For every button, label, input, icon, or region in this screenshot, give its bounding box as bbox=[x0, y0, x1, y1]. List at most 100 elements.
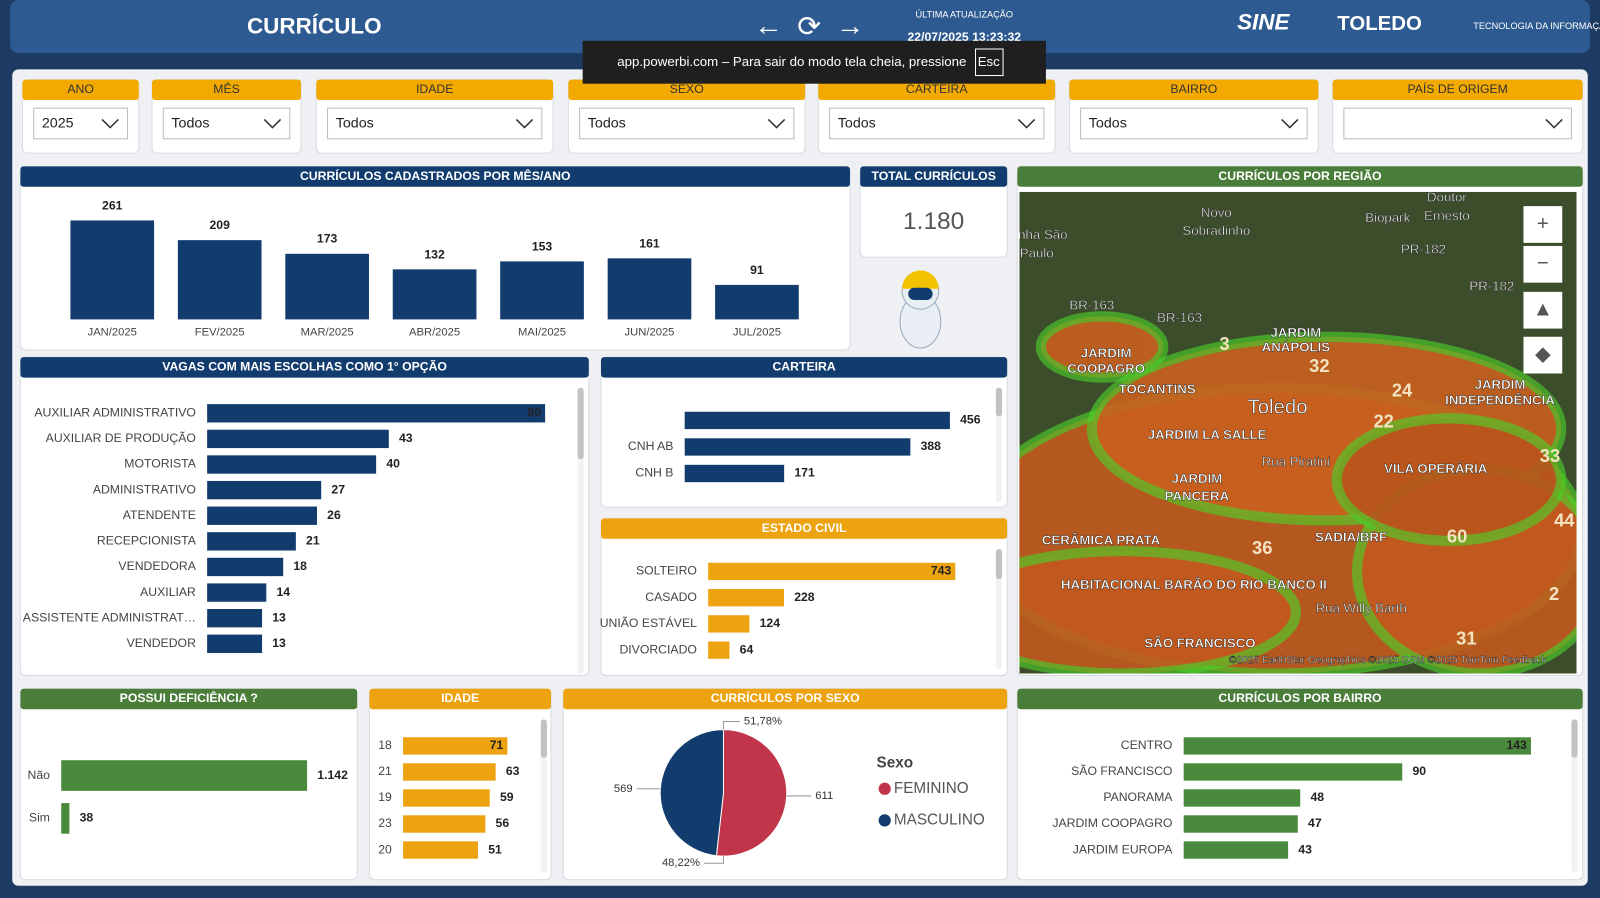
logo-sine: SINE bbox=[1237, 9, 1290, 34]
chart-header bbox=[20, 357, 589, 378]
map-label: Ernesto bbox=[1424, 208, 1470, 223]
bar bbox=[1183, 763, 1403, 781]
x-tick-label: JAN/2025 bbox=[88, 327, 137, 339]
map-label: JARDIM bbox=[1081, 346, 1132, 361]
scroll-thumb[interactable] bbox=[540, 719, 547, 758]
bar bbox=[708, 615, 750, 633]
category-label: ADMINISTRATIVO bbox=[93, 482, 196, 496]
scroll-thumb[interactable] bbox=[577, 387, 584, 460]
filter-dropdown[interactable] bbox=[829, 107, 1045, 140]
map-label: 60 bbox=[1447, 526, 1467, 547]
filter-label: PAÍS DE ORIGEM bbox=[1407, 81, 1507, 96]
data-label: 261 bbox=[102, 198, 123, 212]
map-control[interactable] bbox=[1523, 245, 1563, 283]
bar bbox=[708, 589, 785, 607]
bar bbox=[607, 258, 692, 320]
scroll-track bbox=[577, 387, 584, 674]
filter-header bbox=[316, 79, 554, 101]
scroll-track bbox=[995, 387, 1003, 503]
data-label: 48 bbox=[1310, 790, 1324, 804]
filter-value: Todos bbox=[838, 115, 876, 131]
scroll-thumb[interactable] bbox=[995, 387, 1003, 417]
category-label: ASSISTENTE ADMINISTRAT… bbox=[23, 610, 196, 624]
x-tick-label: JUL/2025 bbox=[733, 327, 781, 339]
kpi-title: TOTAL CURRÍCULOS bbox=[871, 168, 995, 183]
filter-header bbox=[818, 79, 1056, 101]
data-label: 456 bbox=[960, 413, 981, 427]
bar bbox=[500, 261, 584, 320]
chart-panel bbox=[600, 356, 1008, 508]
logo-ti: TECNOLOGIA DA INFORMAÇÃO bbox=[1473, 21, 1600, 31]
map-label: JARDIM bbox=[1172, 471, 1223, 486]
filter-dropdown[interactable] bbox=[1080, 107, 1308, 140]
filter-header bbox=[1069, 79, 1319, 101]
data-label: 63 bbox=[506, 764, 520, 778]
map-label: Paulo bbox=[1020, 246, 1054, 261]
data-label: 90 bbox=[1412, 764, 1426, 778]
map-label: JARDIM bbox=[1475, 377, 1526, 392]
category-label: AUXILIAR DE PRODUÇÃO bbox=[46, 431, 196, 445]
dropdown-arrow bbox=[263, 118, 282, 129]
filter-header bbox=[152, 79, 302, 101]
filter-header bbox=[568, 79, 806, 101]
chart-header bbox=[369, 688, 552, 710]
page-title: CURRÍCULO bbox=[247, 13, 382, 38]
filter-dropdown[interactable] bbox=[1343, 107, 1572, 140]
map-control-icon: − bbox=[1537, 253, 1549, 275]
category-label: Não bbox=[28, 768, 51, 782]
toast-key: Esc bbox=[978, 54, 1000, 69]
data-label: 161 bbox=[639, 236, 660, 250]
category-label: JARDIM EUROPA bbox=[1073, 842, 1174, 856]
data-label: 27 bbox=[331, 482, 345, 496]
scroll-thumb[interactable] bbox=[995, 549, 1003, 580]
forward-button[interactable]: → bbox=[836, 10, 865, 42]
back-button[interactable]: ← bbox=[754, 10, 783, 42]
bar bbox=[403, 763, 496, 781]
data-label: 153 bbox=[532, 239, 553, 253]
refresh-button[interactable]: ⟳ bbox=[797, 11, 821, 43]
chart-title: CURRÍCULOS POR BAIRRO bbox=[1218, 690, 1381, 705]
data-label: 132 bbox=[424, 247, 445, 261]
map-label: 44 bbox=[1554, 509, 1575, 530]
data-label: 47 bbox=[1308, 816, 1322, 830]
legend-title: Sexo bbox=[877, 754, 914, 771]
bar bbox=[715, 284, 799, 320]
filter-label: SEXO bbox=[670, 82, 704, 96]
filter-label: MÊS bbox=[213, 81, 240, 96]
map-control-icon: ◆ bbox=[1535, 344, 1551, 366]
pie-slice bbox=[659, 729, 724, 857]
toast-text: app.powerbi.com – Para sair do modo tela… bbox=[617, 54, 966, 69]
chart-header bbox=[563, 688, 1008, 710]
scroll-thumb[interactable] bbox=[1571, 719, 1578, 758]
bar bbox=[403, 841, 478, 859]
map-control[interactable] bbox=[1523, 206, 1563, 243]
bar bbox=[207, 609, 263, 628]
filter-label: IDADE bbox=[416, 82, 453, 96]
category-label: SÃO FRANCISCO bbox=[1071, 764, 1172, 778]
data-label: 14 bbox=[276, 585, 290, 599]
map-control[interactable] bbox=[1523, 291, 1563, 329]
bar bbox=[1183, 815, 1298, 833]
category-label: CNH AB bbox=[628, 439, 674, 453]
data-label: 13 bbox=[272, 610, 286, 624]
heat-zone bbox=[1035, 311, 1169, 383]
filter-dropdown[interactable] bbox=[327, 107, 543, 140]
data-label: 569 bbox=[614, 783, 633, 795]
map-label: BR-163 bbox=[1069, 298, 1114, 313]
map-area: Doutor Ernesto Novo Sobradinho Biopark nha Sã… bbox=[1019, 192, 1577, 674]
map-control[interactable] bbox=[1523, 336, 1563, 374]
data-label: 228 bbox=[794, 590, 815, 604]
data-label: 38 bbox=[80, 811, 94, 825]
bar bbox=[207, 480, 322, 500]
filter-dropdown[interactable] bbox=[579, 107, 795, 140]
filter-dropdown[interactable] bbox=[33, 107, 129, 140]
bar bbox=[708, 641, 730, 659]
bar bbox=[207, 532, 296, 551]
dropdown-arrow bbox=[767, 118, 786, 129]
bar bbox=[708, 562, 956, 581]
map-label: COOPAGRO bbox=[1067, 361, 1145, 376]
map-label: BR-163 bbox=[1157, 310, 1202, 325]
data-label: 43 bbox=[1298, 842, 1312, 856]
chart-header bbox=[601, 357, 1008, 378]
